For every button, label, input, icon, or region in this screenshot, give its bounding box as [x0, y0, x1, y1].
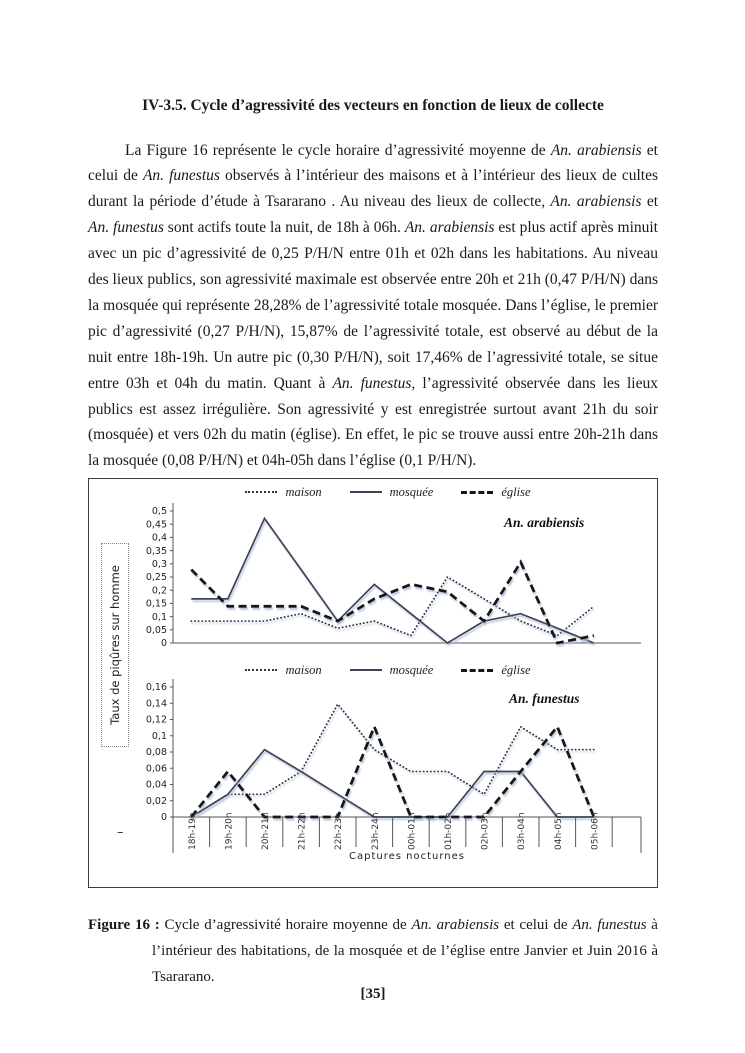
text-segment: et celui de — [88, 141, 658, 185]
svg-text:0,1: 0,1 — [152, 612, 167, 623]
stray-dash: – — [117, 825, 124, 840]
series-line-église — [190, 559, 595, 645]
svg-text:0,16: 0,16 — [146, 682, 167, 693]
svg-text:05h-06h: 05h-06h — [590, 812, 600, 850]
svg-text:0,08: 0,08 — [146, 747, 167, 758]
svg-text:02h-03h: 02h-03h — [481, 812, 491, 850]
solid-line-swatch-icon — [349, 491, 382, 493]
section-heading: IV-3.5. Cycle d’agressivité des vecteurs… — [142, 97, 604, 114]
legend-label: maison — [285, 662, 322, 677]
body-paragraph: La Figure 16 représente le cycle horaire… — [88, 138, 658, 475]
svg-text:0,12: 0,12 — [146, 715, 167, 726]
text-segment: An. arabiensis — [404, 219, 495, 237]
svg-text:0,02: 0,02 — [146, 796, 167, 807]
legend-label: église — [501, 662, 531, 677]
svg-text:00h-01h: 00h-01h — [407, 812, 417, 850]
legend-item-maison: maison — [245, 484, 322, 500]
page-number: [35] — [360, 986, 386, 1002]
text-segment: l’agressivité observée dans les lieux pu… — [88, 374, 658, 470]
svg-text:0,4: 0,4 — [152, 533, 167, 544]
series-line-mosquée — [190, 748, 594, 818]
chart-title-arabiensis: An. arabiensis — [504, 515, 585, 530]
y-axis-label: Taux de piqûres sur homme — [108, 565, 122, 725]
text-segment: à l’intérieur des habitations, de la mos… — [152, 917, 658, 985]
charts-svg: 0,5 0,45 0,4 0,35 0,3 0,25 0,2 0,15 0,1 0,05 0 0,16… — [146, 503, 642, 853]
text-segment: An. funestus — [142, 167, 220, 185]
figure-16-box: 0,5 0,45 0,4 0,35 0,3 0,25 0,2 0,15 0,1 0,05 0 0,16… — [88, 478, 658, 888]
legend-label: mosquée — [389, 484, 434, 499]
text-segment: sont actifs toute la nuit, de 18h à 06h. — [163, 219, 405, 237]
legend-item-eglise: église — [461, 484, 531, 500]
series-line-mosquée — [191, 516, 595, 645]
y-axis-label-box: Taux de piqûres sur homme — [101, 543, 129, 747]
svg-text:0,1: 0,1 — [152, 731, 167, 742]
svg-text:0: 0 — [161, 638, 167, 649]
svg-text:0,5: 0,5 — [152, 506, 167, 517]
legend-label: église — [501, 484, 531, 499]
svg-text:01h-02h: 01h-02h — [444, 812, 454, 850]
figure-caption: Figure 16 : Cycle d’agressivité horaire … — [88, 913, 658, 990]
legend-row-funestus: maison mosquée église — [119, 663, 657, 677]
svg-text:0,3: 0,3 — [152, 559, 167, 570]
svg-text:0,05: 0,05 — [146, 625, 167, 636]
legend-item-mosquee: mosquée — [349, 484, 434, 500]
svg-text:19h-20h: 19h-20h — [224, 812, 234, 850]
svg-text:0,04: 0,04 — [146, 780, 167, 791]
chart-title-funestus: An. funestus — [509, 691, 580, 706]
text-segment: est plus actif après minuit avec un pic … — [88, 219, 658, 392]
svg-text:21h-22h: 21h-22h — [298, 812, 308, 850]
text-segment: observés à l’intérieur des maisons et à … — [88, 167, 659, 211]
svg-text:0,14: 0,14 — [146, 698, 167, 709]
text-segment: et — [641, 193, 659, 211]
svg-text:0,06: 0,06 — [146, 763, 167, 774]
svg-text:0,2: 0,2 — [152, 585, 167, 596]
solid-line-swatch-icon — [349, 669, 382, 671]
svg-text:03h-04h: 03h-04h — [517, 812, 527, 850]
text-segment: An. arabiensis — [550, 141, 642, 159]
svg-text:0,45: 0,45 — [146, 519, 167, 530]
legend-item-mosquee: mosquée — [349, 662, 434, 678]
text-segment: Cycle d’agressivité horaire moyenne de — [164, 917, 412, 933]
svg-text:0,15: 0,15 — [146, 599, 167, 610]
text-segment: An. funestus, — [332, 374, 416, 392]
text-segment: An. funestus — [88, 219, 164, 237]
legend-label: mosquée — [389, 662, 434, 677]
legend-item-eglise: église — [461, 662, 531, 678]
svg-text:04h-05h: 04h-05h — [554, 812, 564, 850]
svg-text:0,35: 0,35 — [146, 546, 167, 557]
dashed-line-swatch-icon — [461, 490, 494, 494]
svg-text:22h-23h: 22h-23h — [334, 812, 344, 850]
series-line-église — [190, 723, 596, 819]
text-segment: et celui de — [499, 917, 573, 933]
svg-text:20h-21h: 20h-21h — [261, 812, 271, 850]
svg-text:23h-24h: 23h-24h — [371, 812, 381, 850]
dashed-line-swatch-icon — [461, 668, 494, 672]
series-line-maison — [190, 702, 595, 818]
svg-text:0,25: 0,25 — [146, 572, 167, 583]
x-axis-label: Captures nocturnes — [349, 851, 465, 862]
svg-text:18h-19h: 18h-19h — [188, 812, 198, 850]
dotted-line-swatch-icon — [245, 491, 278, 493]
text-segment: An. arabiensis — [550, 193, 642, 211]
legend-label: maison — [285, 484, 322, 499]
text-segment: An. arabiensis — [411, 917, 500, 933]
svg-text:0: 0 — [161, 812, 167, 823]
text-segment: An. funestus — [572, 917, 647, 933]
text-segment: Figure 16 : — [88, 917, 165, 933]
dotted-line-swatch-icon — [245, 669, 278, 671]
legend-row-arabiensis: maison mosquée église — [119, 485, 657, 499]
legend-item-maison: maison — [245, 662, 322, 678]
text-segment: La Figure 16 représente le cycle horaire… — [125, 141, 551, 159]
